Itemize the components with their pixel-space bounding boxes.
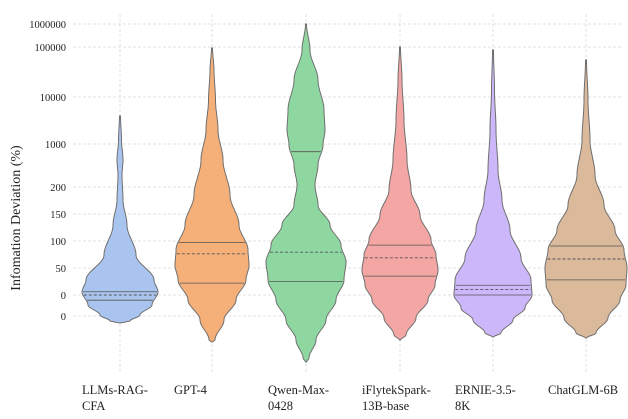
y-tick-label: 10000 — [40, 93, 66, 104]
grid-layer — [73, 14, 622, 372]
violin-qwen-max-0428 — [265, 23, 347, 363]
y-tick-labels: 1000000 100000 10000 1000 200 150 100 50 0 0 — [29, 20, 66, 323]
y-tick-label: 1000 — [45, 140, 66, 151]
y-axis-title: Infomation Deviation (%) — [9, 145, 24, 291]
x-tick-label: Qwen-Max-0428 — [268, 383, 329, 413]
violin-body — [361, 46, 439, 341]
violin-body — [81, 115, 159, 324]
y-tick-label: 1000000 — [29, 20, 66, 31]
x-tick-label: GPT-4 — [174, 383, 208, 397]
y-tick-label: 0 — [61, 291, 66, 302]
x-tick-label: ChatGLM-6B — [548, 383, 618, 397]
y-tick-label: 50 — [56, 264, 67, 275]
violin-body — [265, 23, 347, 363]
y-tick-label: 100000 — [35, 43, 67, 54]
violin-body — [453, 49, 533, 338]
y-tick-label: 200 — [50, 183, 66, 194]
x-tick-label: iFlytekSpark-13B-base — [362, 383, 431, 413]
violin-layer — [81, 23, 628, 363]
violin-iflytekspark-13b-base — [361, 46, 439, 341]
violin-llms-rag-cfa — [81, 115, 159, 324]
y-tick-label: 0 — [61, 312, 66, 323]
violin-body — [544, 59, 628, 339]
x-tick-label: LLMs-RAG-CFA — [82, 383, 148, 413]
violin-gpt-4 — [174, 47, 250, 343]
violin-body — [174, 47, 250, 343]
violin-chatglm-6b — [544, 59, 628, 339]
x-tick-label: ERNIE-3.5-8K — [455, 383, 516, 413]
x-tick-labels: LLMs-RAG-CFA GPT-4 Qwen-Max-0428 iFlytekSpa… — [82, 383, 618, 413]
y-tick-label: 150 — [50, 210, 66, 221]
violin-ernie-3.5-8k — [453, 49, 533, 338]
y-tick-label: 100 — [50, 237, 66, 248]
